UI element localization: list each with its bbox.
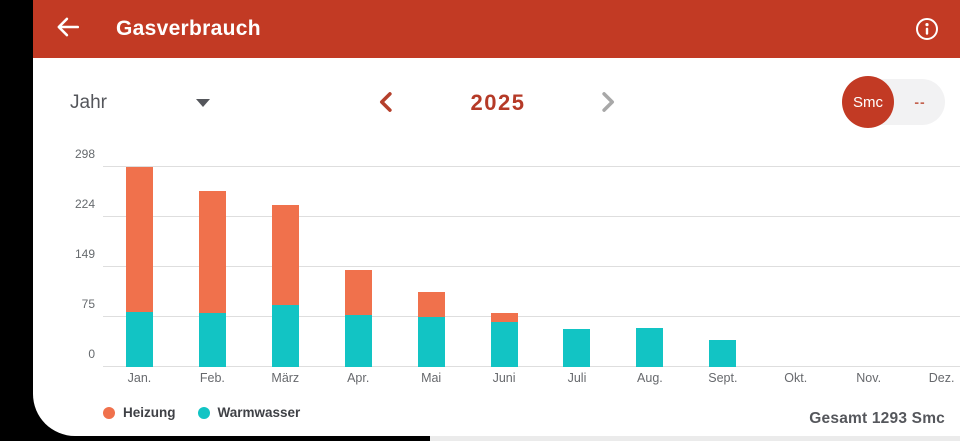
- chart-plot: 0 75 149 224 298: [75, 147, 960, 367]
- x-axis-label: Okt.: [784, 371, 808, 385]
- bar-Juli[interactable]: [563, 329, 591, 367]
- x-axis-label: Juli: [567, 371, 587, 385]
- total-consumption-label: Gesamt 1293 Smc: [809, 410, 945, 427]
- gridline: [103, 215, 960, 217]
- bar-segment-warmwasser[interactable]: [563, 329, 591, 367]
- chart-legend: Heizung Warmwasser: [103, 405, 300, 420]
- bar-segment-heizung[interactable]: [198, 191, 226, 314]
- bar-Feb.[interactable]: [198, 191, 226, 367]
- gridline: [103, 266, 960, 267]
- x-axis-label: März: [271, 371, 300, 385]
- bar-segment-warmwasser[interactable]: [344, 314, 372, 367]
- legend-dot-icon: [197, 406, 210, 419]
- bar-segment-heizung[interactable]: [344, 270, 372, 315]
- back-button[interactable]: [53, 14, 83, 44]
- x-axis-label: Apr.: [347, 371, 370, 385]
- y-axis-tick: 149: [74, 247, 95, 261]
- app-screen: Gasverbrauch Jahr 2025: [33, 0, 960, 436]
- page-title: Gasverbrauch: [116, 17, 261, 40]
- x-axis-label: Nov.: [856, 371, 882, 385]
- period-dropdown-value: Jahr: [70, 92, 107, 113]
- info-icon: [915, 18, 939, 45]
- chevron-left-icon: [373, 92, 401, 120]
- period-dropdown[interactable]: Jahr: [70, 92, 210, 114]
- controls-row: Jahr 2025 Smc --: [33, 58, 960, 148]
- year-navigation: 2025: [353, 82, 643, 126]
- bar-Jan.[interactable]: [125, 167, 153, 367]
- back-arrow-icon: [55, 14, 81, 45]
- y-axis-tick: 298: [74, 147, 95, 161]
- y-axis-tick: 0: [88, 347, 95, 361]
- x-axis-label: Sept.: [708, 371, 738, 385]
- bar-Apr.[interactable]: [344, 270, 372, 367]
- gridline: [103, 166, 960, 167]
- unit-toggle-active[interactable]: Smc: [842, 76, 894, 128]
- bar-Sept.[interactable]: [709, 340, 737, 367]
- y-axis-tick: 75: [81, 296, 95, 311]
- gridline: [103, 366, 960, 367]
- gridline: [103, 315, 960, 317]
- bar-segment-warmwasser[interactable]: [125, 311, 153, 367]
- legend-label: Warmwasser: [217, 405, 301, 420]
- x-axis-label: Juni: [492, 371, 516, 385]
- info-button[interactable]: [915, 17, 939, 41]
- prev-year-button[interactable]: [373, 88, 403, 118]
- header-bar: Gasverbrauch: [33, 0, 960, 58]
- legend-item-heizung: Heizung: [103, 405, 176, 420]
- x-axis-label: Dez.: [928, 371, 955, 385]
- bar-Juni[interactable]: [490, 312, 518, 367]
- legend-label: Heizung: [123, 405, 176, 420]
- bar-segment-heizung[interactable]: [417, 291, 445, 318]
- bar-Mai[interactable]: [417, 291, 445, 367]
- x-axis-labels: Jan. Feb. März Apr. Mai Juni Juli Aug. Sept. Okt.…: [103, 371, 960, 385]
- x-axis-label: Jan.: [127, 371, 152, 385]
- bar-segment-warmwasser[interactable]: [490, 322, 518, 367]
- legend-item-warmwasser: Warmwasser: [197, 405, 301, 420]
- bar-segment-heizung[interactable]: [125, 167, 153, 312]
- year-value: 2025: [470, 90, 526, 115]
- bar-segment-warmwasser[interactable]: [709, 340, 737, 367]
- legend-dot-icon: [103, 406, 115, 419]
- bar-segment-heizung[interactable]: [271, 204, 299, 305]
- y-axis-tick: 224: [74, 196, 95, 211]
- unit-toggle[interactable]: Smc --: [842, 76, 945, 128]
- bar-segment-warmwasser[interactable]: [636, 328, 664, 367]
- bar-März[interactable]: [271, 204, 299, 367]
- chevron-down-icon: [196, 99, 210, 107]
- x-axis-label: Feb.: [199, 371, 225, 385]
- x-axis-label: Mai: [421, 371, 442, 385]
- bar-Aug.[interactable]: [636, 328, 664, 367]
- bar-segment-warmwasser[interactable]: [271, 304, 299, 367]
- bar-segment-heizung[interactable]: [490, 312, 518, 323]
- bar-segment-warmwasser[interactable]: [417, 317, 445, 367]
- bottom-edge-strip: [430, 436, 960, 441]
- bar-segment-warmwasser[interactable]: [198, 313, 226, 367]
- next-year-button[interactable]: [593, 88, 623, 118]
- x-axis-label: Aug.: [637, 371, 663, 385]
- unit-toggle-inactive[interactable]: --: [914, 94, 926, 110]
- chevron-right-icon: [593, 92, 621, 120]
